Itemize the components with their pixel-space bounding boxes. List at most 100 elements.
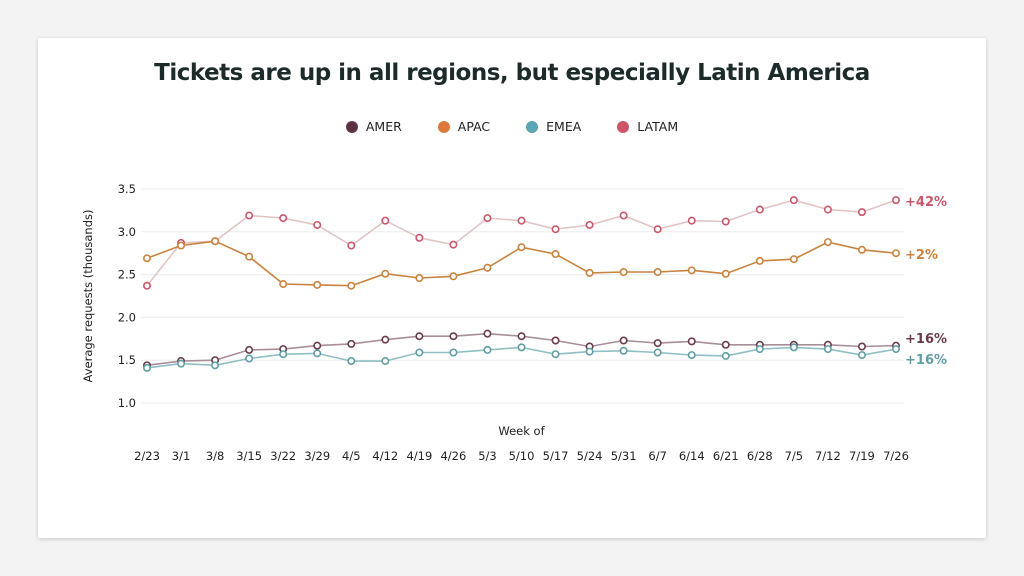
data-point-emea[interactable] xyxy=(143,363,152,372)
data-point-emea[interactable] xyxy=(211,361,220,370)
data-point-amer[interactable] xyxy=(687,337,696,346)
data-point-latam[interactable] xyxy=(687,216,696,225)
data-point-amer[interactable] xyxy=(381,335,390,344)
data-point-apac[interactable] xyxy=(381,269,390,278)
data-point-amer[interactable] xyxy=(551,336,560,345)
data-point-apac[interactable] xyxy=(347,281,356,290)
x-tick-label: 7/5 xyxy=(785,449,804,463)
data-point-latam[interactable] xyxy=(755,205,764,214)
data-point-emea[interactable] xyxy=(483,345,492,354)
data-point-emea[interactable] xyxy=(279,350,288,359)
data-point-emea[interactable] xyxy=(721,351,730,360)
data-point-amer[interactable] xyxy=(619,336,628,345)
data-point-latam[interactable] xyxy=(449,240,458,249)
data-point-apac[interactable] xyxy=(755,256,764,265)
data-point-amer[interactable] xyxy=(483,329,492,338)
data-point-amer[interactable] xyxy=(245,345,254,354)
data-point-emea[interactable] xyxy=(313,349,322,358)
legend-item-latam[interactable]: LATAM xyxy=(617,119,678,134)
x-tick-label: 5/24 xyxy=(577,449,603,463)
data-point-latam[interactable] xyxy=(789,196,798,205)
data-point-emea[interactable] xyxy=(347,357,356,366)
x-axis-title: Week of xyxy=(498,424,545,438)
data-point-apac[interactable] xyxy=(313,280,322,289)
data-point-apac[interactable] xyxy=(721,269,730,278)
data-point-apac[interactable] xyxy=(687,266,696,275)
x-tick-label: 4/5 xyxy=(342,449,361,463)
data-point-apac[interactable] xyxy=(653,268,662,277)
x-tick-label: 3/22 xyxy=(270,449,296,463)
data-point-emea[interactable] xyxy=(823,345,832,354)
end-label-amer: +16% xyxy=(905,332,947,347)
legend-item-emea[interactable]: EMEA xyxy=(526,119,581,134)
data-point-apac[interactable] xyxy=(211,237,220,246)
data-point-amer[interactable] xyxy=(517,332,526,341)
data-point-apac[interactable] xyxy=(245,252,254,261)
data-point-emea[interactable] xyxy=(551,350,560,359)
data-point-amer[interactable] xyxy=(415,332,424,341)
data-point-emea[interactable] xyxy=(619,346,628,355)
data-point-latam[interactable] xyxy=(279,214,288,223)
data-point-emea[interactable] xyxy=(517,343,526,352)
data-point-amer[interactable] xyxy=(347,339,356,348)
data-point-latam[interactable] xyxy=(143,281,152,290)
data-point-apac[interactable] xyxy=(823,238,832,247)
x-tick-label: 2/23 xyxy=(134,449,160,463)
data-point-apac[interactable] xyxy=(585,268,594,277)
data-point-apac[interactable] xyxy=(857,245,866,254)
data-point-amer[interactable] xyxy=(857,342,866,351)
data-point-apac[interactable] xyxy=(279,280,288,289)
data-point-emea[interactable] xyxy=(415,348,424,357)
data-point-emea[interactable] xyxy=(245,354,254,363)
data-point-emea[interactable] xyxy=(789,343,798,352)
data-point-apac[interactable] xyxy=(449,272,458,281)
data-point-apac[interactable] xyxy=(483,263,492,272)
data-point-latam[interactable] xyxy=(381,216,390,225)
chart-card: Tickets are up in all regions, but espec… xyxy=(38,38,986,538)
data-point-apac[interactable] xyxy=(789,255,798,264)
legend-item-amer[interactable]: AMER xyxy=(345,119,402,134)
data-point-latam[interactable] xyxy=(245,211,254,220)
data-point-emea[interactable] xyxy=(381,357,390,366)
x-tick-label: 4/26 xyxy=(440,449,466,463)
data-point-latam[interactable] xyxy=(721,217,730,226)
data-point-apac[interactable] xyxy=(143,254,152,263)
data-point-latam[interactable] xyxy=(483,214,492,223)
data-point-apac[interactable] xyxy=(177,241,186,250)
data-point-emea[interactable] xyxy=(177,359,186,368)
data-point-latam[interactable] xyxy=(517,216,526,225)
legend-item-apac[interactable]: APAC xyxy=(437,119,490,134)
x-tick-label: 5/31 xyxy=(611,449,637,463)
legend-swatch-latam xyxy=(617,120,630,133)
data-point-apac[interactable] xyxy=(551,250,560,259)
data-point-emea[interactable] xyxy=(857,351,866,360)
data-point-apac[interactable] xyxy=(891,249,900,258)
data-point-emea[interactable] xyxy=(891,345,900,354)
data-point-latam[interactable] xyxy=(415,233,424,242)
data-point-latam[interactable] xyxy=(823,205,832,214)
data-point-amer[interactable] xyxy=(449,332,458,341)
data-point-emea[interactable] xyxy=(449,348,458,357)
data-point-emea[interactable] xyxy=(687,351,696,360)
data-point-latam[interactable] xyxy=(857,208,866,217)
data-point-amer[interactable] xyxy=(721,340,730,349)
data-point-latam[interactable] xyxy=(653,225,662,234)
data-point-latam[interactable] xyxy=(313,220,322,229)
x-tick-label: 6/28 xyxy=(747,449,773,463)
data-point-emea[interactable] xyxy=(755,345,764,354)
data-point-apac[interactable] xyxy=(619,268,628,277)
data-point-amer[interactable] xyxy=(653,339,662,348)
data-point-apac[interactable] xyxy=(415,274,424,283)
x-tick-label: 4/19 xyxy=(406,449,432,463)
data-point-latam[interactable] xyxy=(891,196,900,205)
data-point-latam[interactable] xyxy=(551,225,560,234)
data-point-emea[interactable] xyxy=(585,347,594,356)
data-point-amer[interactable] xyxy=(313,341,322,350)
data-point-latam[interactable] xyxy=(619,211,628,220)
data-point-latam[interactable] xyxy=(585,220,594,229)
data-point-emea[interactable] xyxy=(653,348,662,357)
data-point-apac[interactable] xyxy=(517,243,526,252)
x-tick-label: 6/14 xyxy=(679,449,705,463)
data-point-latam[interactable] xyxy=(347,241,356,250)
x-tick-labels: 2/23 3/1 3/8 3/15 3/22 3/29 4/5 4/12 4/19 4/26 5/3… xyxy=(134,449,909,463)
